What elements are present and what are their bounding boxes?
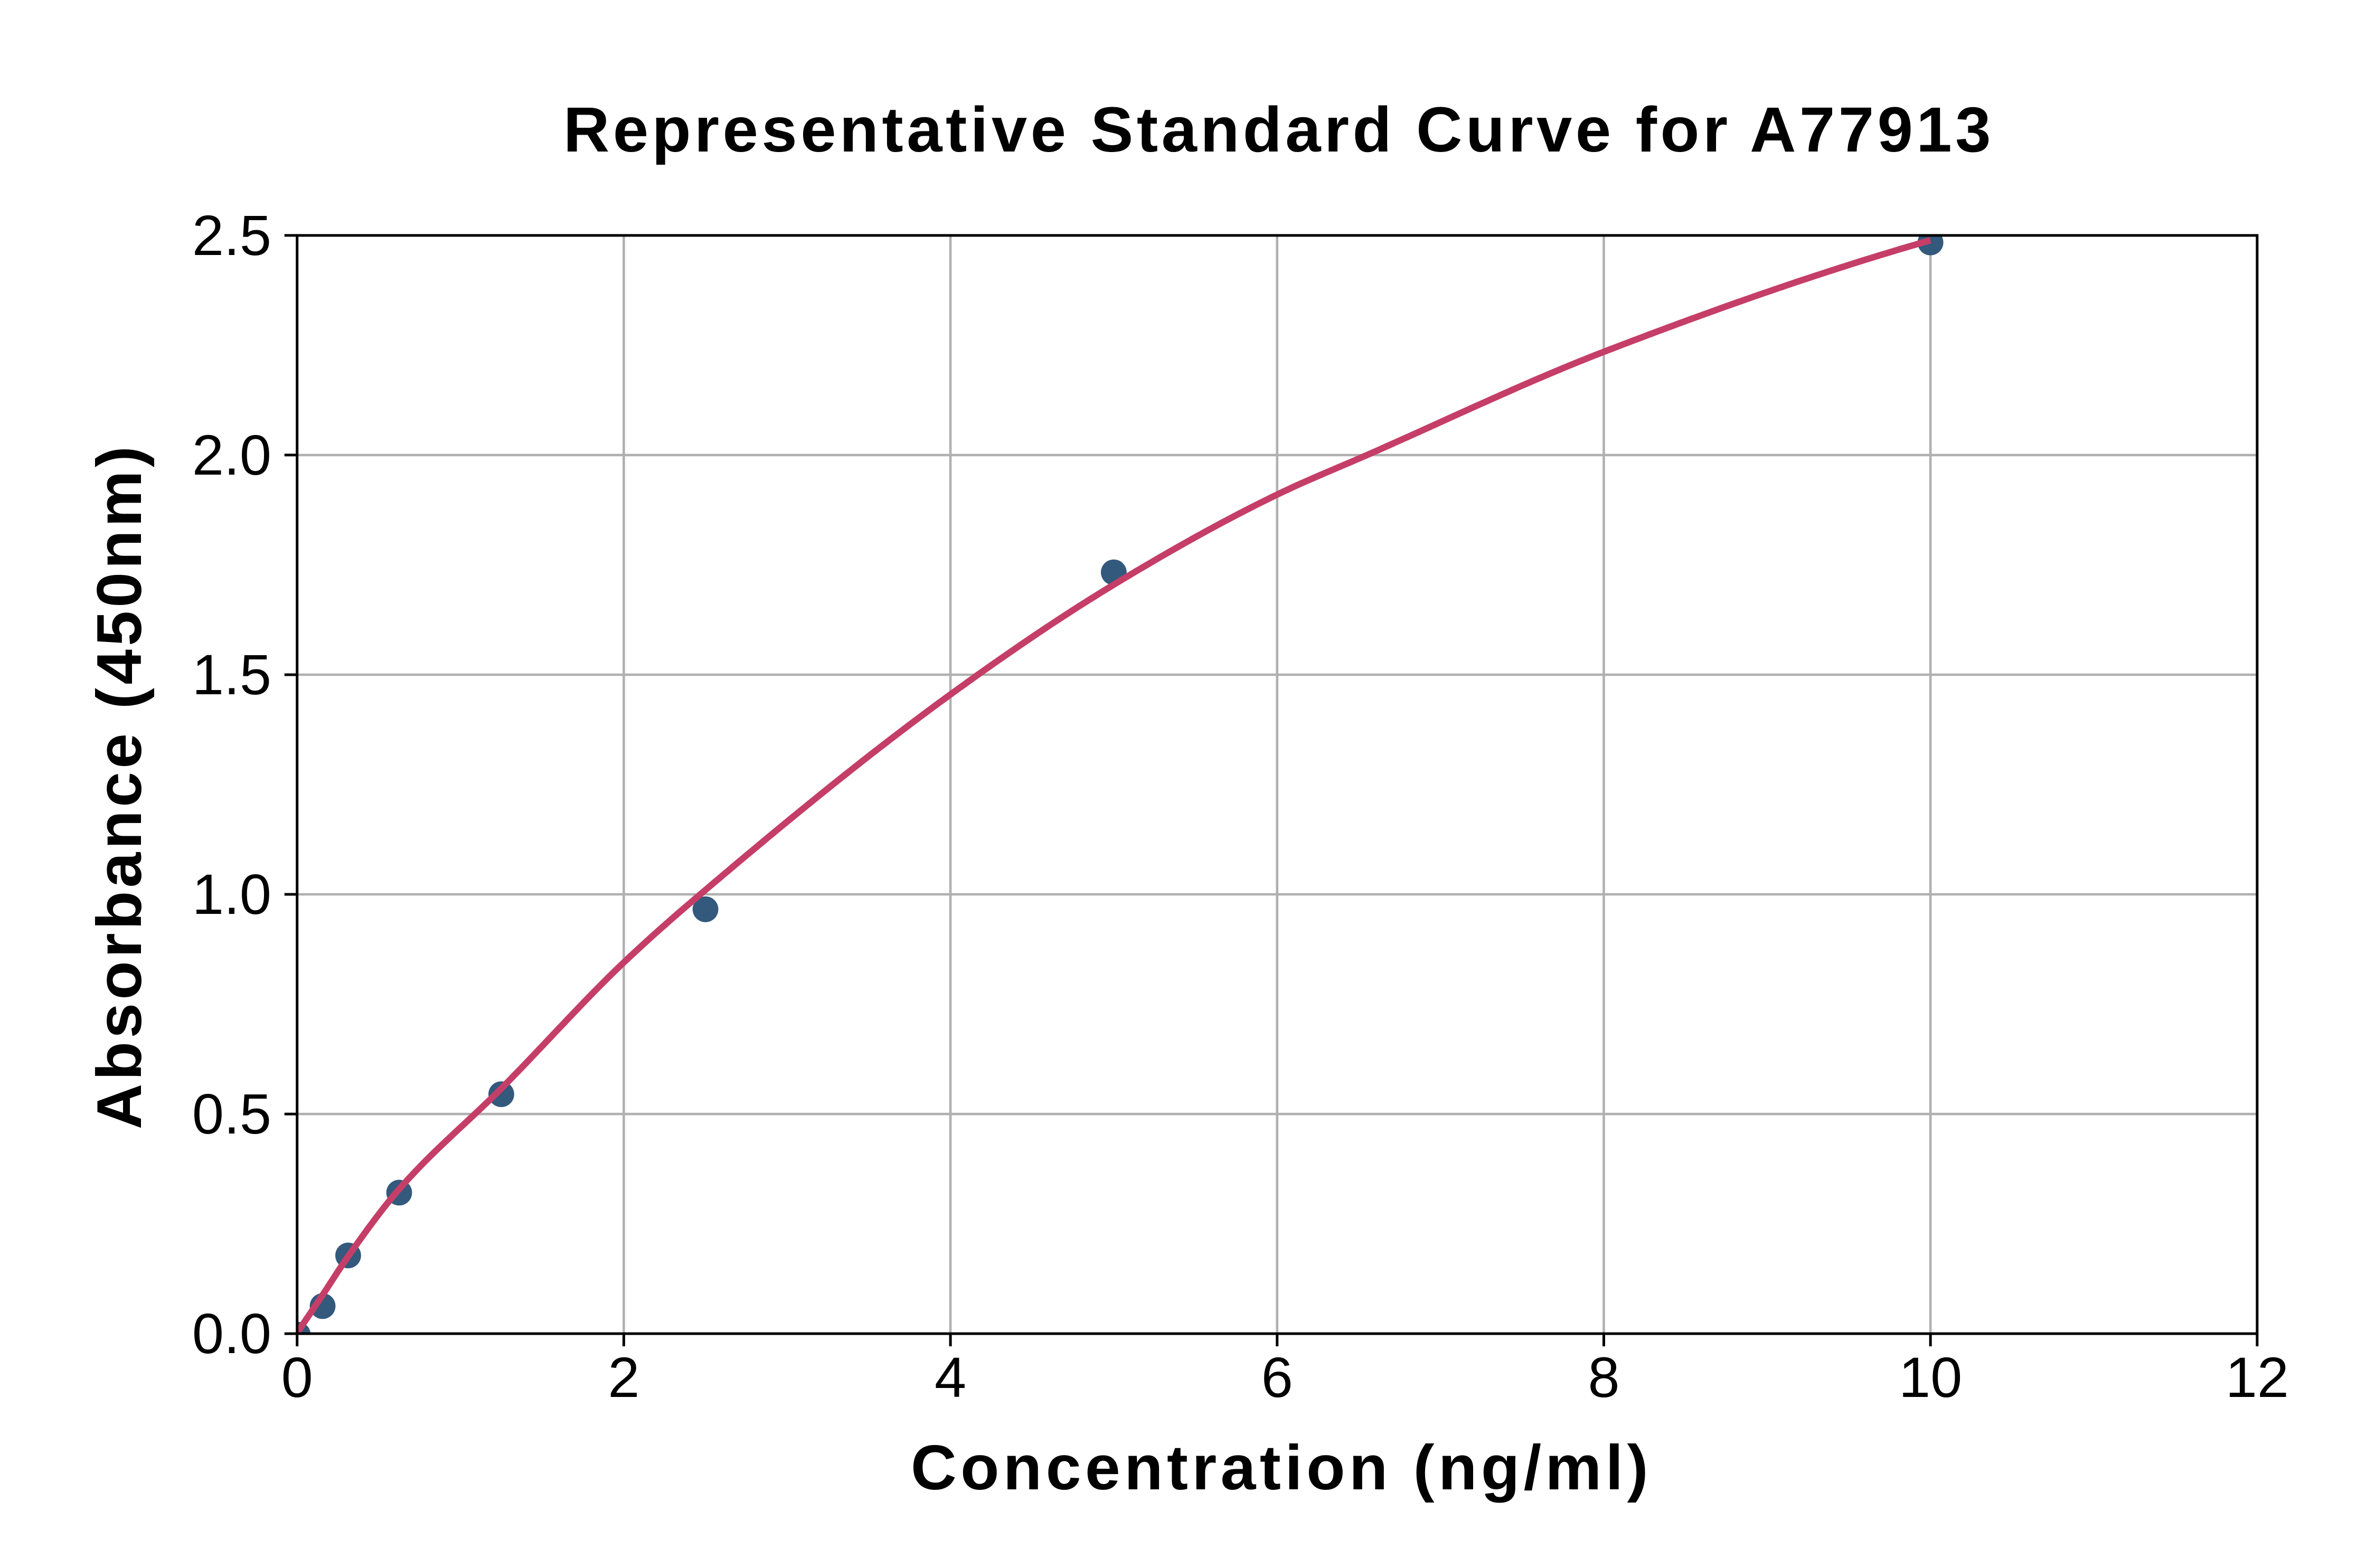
svg-text:2.0: 2.0	[192, 423, 271, 487]
svg-text:2.5: 2.5	[192, 203, 271, 267]
svg-text:12: 12	[2226, 1345, 2289, 1409]
svg-text:0.5: 0.5	[192, 1082, 271, 1146]
svg-text:6: 6	[1261, 1345, 1293, 1409]
svg-text:0: 0	[281, 1345, 313, 1409]
svg-text:Representative Standard Curve: Representative Standard Curve for A77913	[563, 93, 1994, 165]
svg-text:Concentration (ng/ml): Concentration (ng/ml)	[911, 1432, 1652, 1503]
svg-text:10: 10	[1899, 1345, 1962, 1409]
svg-text:4: 4	[935, 1345, 966, 1409]
svg-text:1.5: 1.5	[192, 643, 271, 706]
svg-text:2: 2	[608, 1345, 639, 1409]
svg-text:8: 8	[1588, 1345, 1619, 1409]
svg-text:0.0: 0.0	[192, 1301, 271, 1365]
svg-text:1.0: 1.0	[192, 862, 271, 926]
svg-text:Absorbance (450nm): Absorbance (450nm)	[84, 443, 155, 1129]
